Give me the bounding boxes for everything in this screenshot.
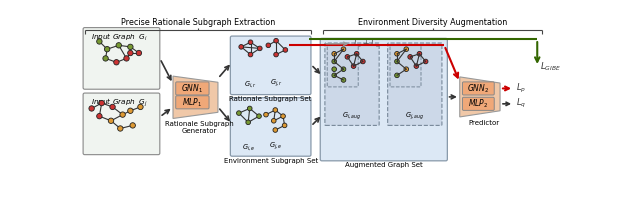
FancyBboxPatch shape (83, 93, 160, 155)
Circle shape (237, 111, 241, 115)
Circle shape (360, 59, 365, 64)
Text: $L_p$: $L_p$ (516, 82, 525, 95)
Circle shape (89, 106, 94, 111)
Text: Environment Subgraph Set: Environment Subgraph Set (223, 158, 318, 164)
Circle shape (351, 64, 356, 69)
Text: $G_{i,r}$: $G_{i,r}$ (244, 79, 257, 89)
Circle shape (264, 112, 268, 117)
Circle shape (395, 59, 399, 64)
Circle shape (248, 52, 253, 57)
Text: Input Graph  $G_i$: Input Graph $G_i$ (91, 31, 148, 43)
Circle shape (341, 47, 346, 51)
Text: $L_c + L_s$: $L_c + L_s$ (353, 38, 380, 50)
Circle shape (248, 40, 253, 45)
Text: $GNN_1$: $GNN_1$ (181, 82, 204, 95)
Circle shape (404, 47, 408, 51)
Circle shape (257, 114, 261, 118)
Circle shape (332, 73, 337, 78)
Circle shape (248, 106, 252, 111)
Circle shape (341, 67, 346, 71)
Circle shape (97, 39, 102, 44)
Circle shape (273, 128, 278, 132)
Polygon shape (460, 77, 500, 117)
Circle shape (423, 59, 428, 64)
Circle shape (103, 56, 108, 61)
Polygon shape (173, 76, 218, 118)
Circle shape (120, 112, 125, 117)
Circle shape (257, 46, 262, 51)
Circle shape (395, 73, 399, 78)
Circle shape (239, 45, 244, 49)
Text: $G_{j,r}$: $G_{j,r}$ (270, 78, 284, 89)
FancyBboxPatch shape (327, 45, 358, 87)
Circle shape (110, 104, 115, 110)
FancyBboxPatch shape (390, 45, 421, 87)
Circle shape (274, 38, 278, 43)
Circle shape (395, 51, 399, 56)
Circle shape (355, 51, 359, 56)
FancyBboxPatch shape (463, 97, 494, 110)
Circle shape (345, 55, 349, 59)
Text: Input Graph  $G_j$: Input Graph $G_j$ (91, 97, 148, 109)
FancyBboxPatch shape (325, 43, 379, 125)
Text: $G_{j,e}$: $G_{j,e}$ (269, 140, 282, 152)
Text: Precise Rationale Subgraph Extraction: Precise Rationale Subgraph Extraction (121, 18, 275, 27)
Circle shape (281, 114, 285, 118)
Text: Augmented Graph Set: Augmented Graph Set (345, 162, 422, 168)
Text: $G_{i,e}$: $G_{i,e}$ (242, 142, 255, 152)
Circle shape (273, 108, 278, 112)
Circle shape (118, 126, 123, 131)
Text: Predictor: Predictor (468, 120, 499, 126)
Circle shape (127, 44, 133, 50)
Circle shape (138, 104, 143, 110)
Circle shape (283, 48, 288, 52)
Circle shape (127, 108, 133, 113)
Text: $L_{GIBE}$: $L_{GIBE}$ (540, 61, 561, 73)
FancyBboxPatch shape (176, 96, 209, 109)
Circle shape (271, 118, 276, 123)
Text: $G_{i,aug}$: $G_{i,aug}$ (342, 111, 362, 122)
Circle shape (332, 67, 337, 71)
Circle shape (274, 52, 278, 57)
Circle shape (124, 56, 129, 61)
Circle shape (404, 67, 408, 71)
FancyBboxPatch shape (388, 43, 442, 125)
FancyBboxPatch shape (320, 38, 447, 161)
FancyBboxPatch shape (176, 82, 209, 95)
FancyBboxPatch shape (463, 82, 494, 95)
Circle shape (104, 47, 110, 52)
Text: Environment Diversity Augmentation: Environment Diversity Augmentation (358, 18, 508, 27)
Circle shape (341, 78, 346, 82)
Circle shape (130, 123, 136, 128)
Text: $MLP_1$: $MLP_1$ (182, 96, 202, 109)
Circle shape (282, 123, 287, 128)
Text: $GNN_2$: $GNN_2$ (467, 82, 490, 95)
Circle shape (114, 60, 119, 65)
Circle shape (414, 64, 419, 69)
FancyBboxPatch shape (230, 36, 311, 95)
Text: $MLP_2$: $MLP_2$ (468, 98, 488, 110)
Circle shape (116, 43, 122, 48)
Circle shape (332, 59, 337, 64)
Circle shape (99, 100, 104, 106)
Circle shape (108, 118, 114, 124)
FancyBboxPatch shape (230, 98, 311, 156)
Circle shape (246, 120, 250, 125)
Text: $G_{j,aug}$: $G_{j,aug}$ (405, 111, 424, 122)
Circle shape (127, 50, 133, 56)
Text: Rationale Subgraph Set: Rationale Subgraph Set (230, 96, 312, 102)
Circle shape (417, 51, 422, 56)
Text: $L_q$: $L_q$ (516, 97, 525, 110)
Circle shape (266, 43, 271, 48)
Circle shape (408, 55, 412, 59)
Circle shape (332, 51, 337, 56)
Text: Rationale Subgraph
Generator: Rationale Subgraph Generator (165, 121, 234, 134)
Circle shape (136, 50, 141, 56)
FancyBboxPatch shape (83, 28, 160, 89)
Circle shape (97, 113, 102, 119)
